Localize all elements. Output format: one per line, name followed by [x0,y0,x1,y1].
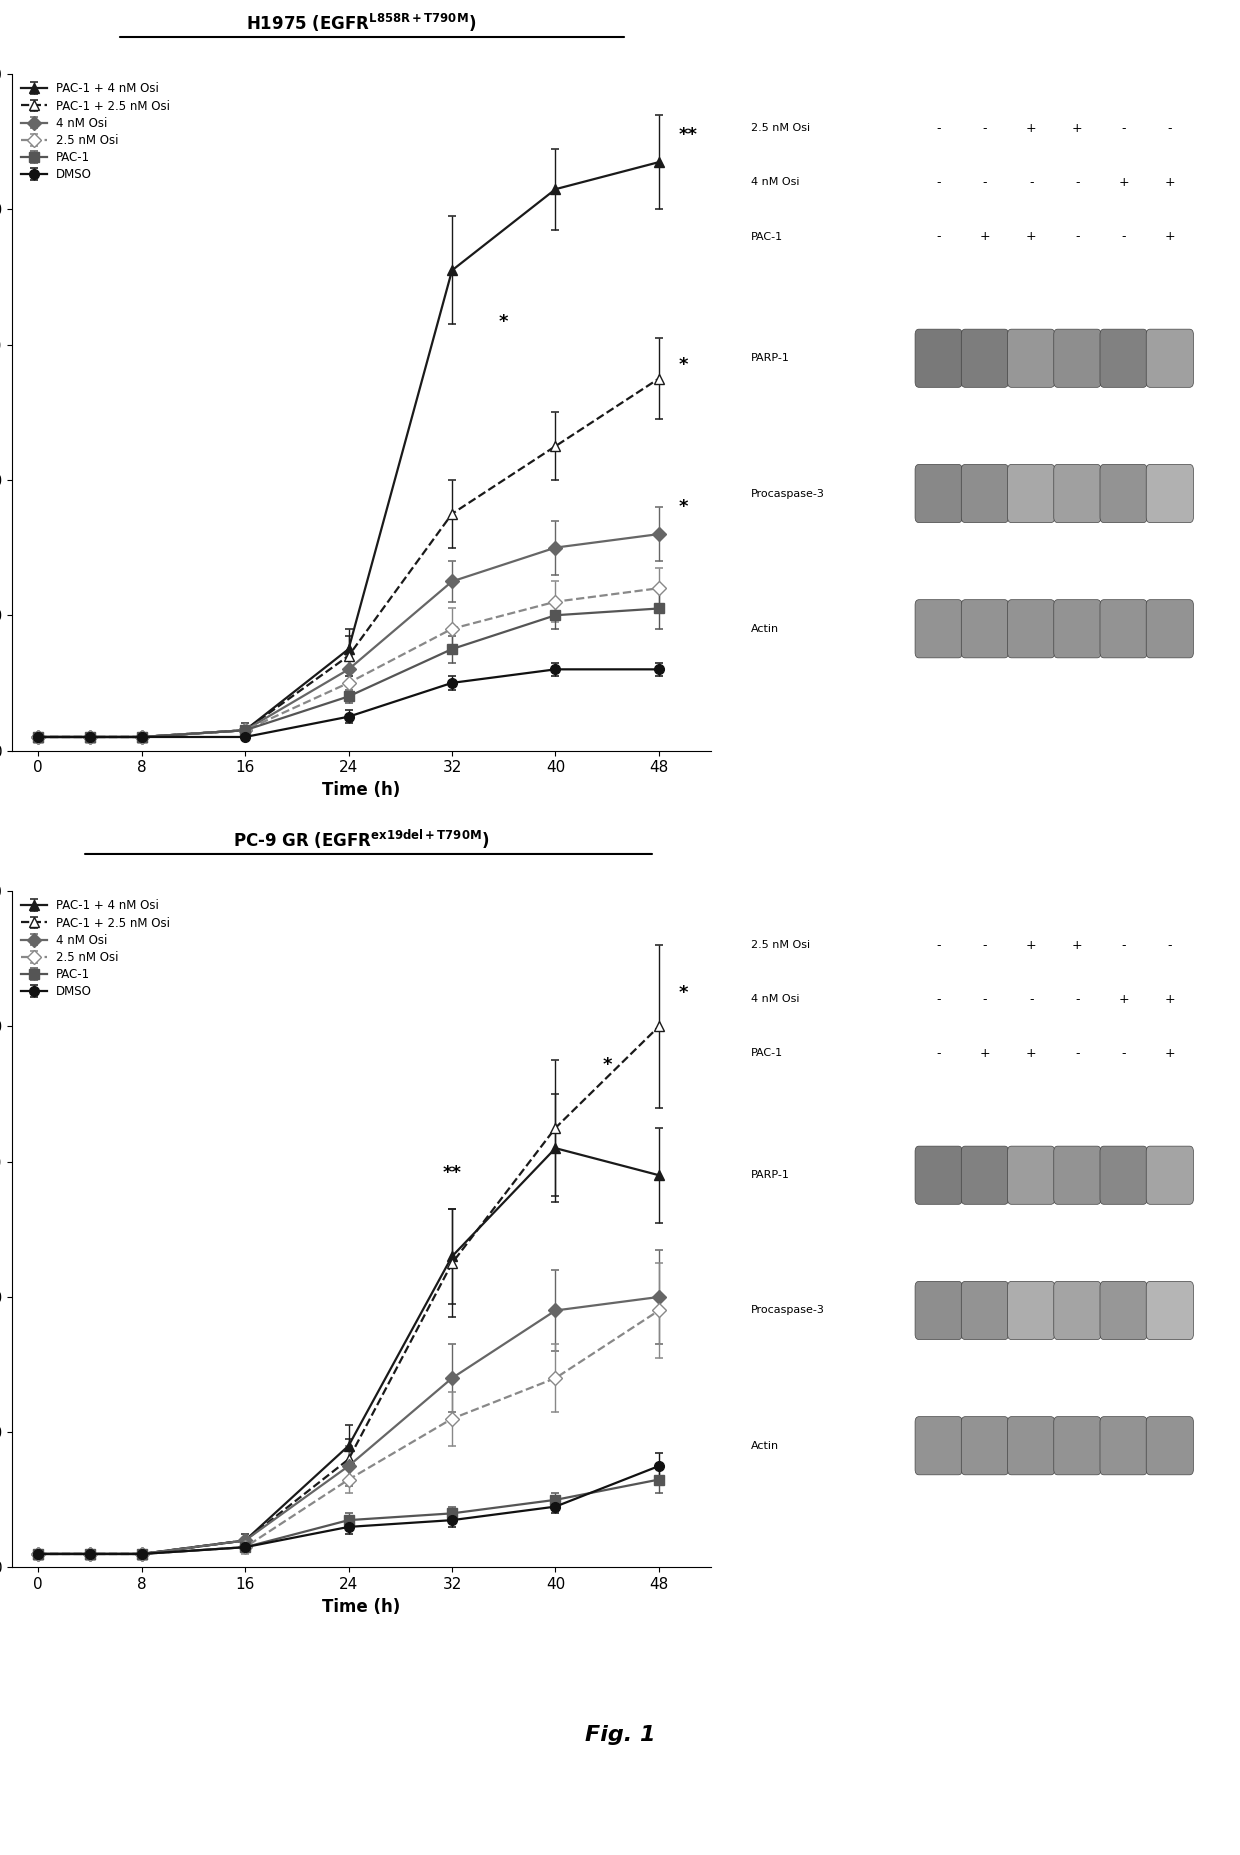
Text: Actin: Actin [751,623,779,634]
Text: *: * [678,497,688,516]
Text: -: - [1168,122,1172,135]
Text: +: + [1025,230,1037,243]
Text: -: - [1121,939,1126,952]
Text: -: - [936,122,941,135]
Text: +: + [1118,176,1128,189]
Text: +: + [1164,992,1176,1005]
FancyBboxPatch shape [961,464,1008,523]
Text: PAC-1: PAC-1 [751,1048,782,1059]
Text: -: - [982,122,987,135]
Text: +: + [1164,176,1176,189]
FancyBboxPatch shape [961,599,1008,659]
Text: -: - [982,992,987,1005]
Text: Procaspase-3: Procaspase-3 [751,488,825,499]
FancyBboxPatch shape [1100,328,1147,388]
Text: 4 nM Osi: 4 nM Osi [751,994,800,1004]
Text: 2.5 nM Osi: 2.5 nM Osi [751,940,810,950]
Text: -: - [936,230,941,243]
FancyBboxPatch shape [1100,1282,1147,1339]
X-axis label: Time (h): Time (h) [322,781,401,800]
Text: -: - [1121,122,1126,135]
Text: +: + [1025,122,1037,135]
FancyBboxPatch shape [1008,599,1055,659]
Text: -: - [1121,230,1126,243]
Text: +: + [980,1046,991,1059]
Text: **: ** [678,126,697,145]
X-axis label: Time (h): Time (h) [322,1597,401,1616]
Text: -: - [1075,176,1080,189]
Legend: PAC-1 + 4 nM Osi, PAC-1 + 2.5 nM Osi, 4 nM Osi, 2.5 nM Osi, PAC-1, DMSO: PAC-1 + 4 nM Osi, PAC-1 + 2.5 nM Osi, 4 … [19,80,172,184]
Text: -: - [936,1046,941,1059]
FancyBboxPatch shape [1008,1282,1055,1339]
Text: +: + [1164,1046,1176,1059]
FancyBboxPatch shape [1146,464,1193,523]
Text: PARP-1: PARP-1 [751,1171,790,1180]
FancyBboxPatch shape [961,1417,1008,1475]
Text: -: - [1075,230,1080,243]
FancyBboxPatch shape [961,328,1008,388]
Text: Procaspase-3: Procaspase-3 [751,1306,825,1315]
Text: +: + [1073,122,1083,135]
Text: PC-9 GR (EGFR$^{\mathbf{ex19del + T790M}}$): PC-9 GR (EGFR$^{\mathbf{ex19del + T790M}… [233,827,490,851]
Text: *: * [498,313,508,332]
FancyBboxPatch shape [1100,1146,1147,1204]
FancyBboxPatch shape [1100,464,1147,523]
Text: +: + [1073,939,1083,952]
Text: -: - [936,176,941,189]
Text: -: - [1075,1046,1080,1059]
Text: 2.5 nM Osi: 2.5 nM Osi [751,122,810,134]
Text: -: - [1075,992,1080,1005]
Text: -: - [1168,939,1172,952]
Text: -: - [1121,1046,1126,1059]
FancyBboxPatch shape [915,1146,962,1204]
Text: Actin: Actin [751,1441,779,1451]
Text: -: - [1029,992,1033,1005]
Text: -: - [1029,176,1033,189]
FancyBboxPatch shape [1008,1417,1055,1475]
FancyBboxPatch shape [1054,1282,1101,1339]
Text: *: * [678,356,688,375]
FancyBboxPatch shape [1146,328,1193,388]
FancyBboxPatch shape [915,1282,962,1339]
FancyBboxPatch shape [1008,328,1055,388]
Legend: PAC-1 + 4 nM Osi, PAC-1 + 2.5 nM Osi, 4 nM Osi, 2.5 nM Osi, PAC-1, DMSO: PAC-1 + 4 nM Osi, PAC-1 + 2.5 nM Osi, 4 … [19,898,172,1000]
FancyBboxPatch shape [915,464,962,523]
Text: PARP-1: PARP-1 [751,352,790,364]
FancyBboxPatch shape [1054,599,1101,659]
Text: +: + [1025,939,1037,952]
FancyBboxPatch shape [1100,1417,1147,1475]
Text: -: - [936,939,941,952]
FancyBboxPatch shape [961,1282,1008,1339]
FancyBboxPatch shape [1008,1146,1055,1204]
FancyBboxPatch shape [1146,1146,1193,1204]
FancyBboxPatch shape [1100,599,1147,659]
Text: *: * [678,983,688,1002]
FancyBboxPatch shape [1008,464,1055,523]
Text: Fig. 1: Fig. 1 [585,1725,655,1746]
FancyBboxPatch shape [1146,599,1193,659]
FancyBboxPatch shape [915,599,962,659]
FancyBboxPatch shape [1146,1282,1193,1339]
Text: -: - [936,992,941,1005]
FancyBboxPatch shape [915,1417,962,1475]
FancyBboxPatch shape [1146,1417,1193,1475]
Text: *: * [603,1055,613,1074]
FancyBboxPatch shape [915,328,962,388]
Text: +: + [1118,992,1128,1005]
Text: -: - [982,176,987,189]
FancyBboxPatch shape [1054,1146,1101,1204]
Text: -: - [982,939,987,952]
FancyBboxPatch shape [1054,1417,1101,1475]
FancyBboxPatch shape [1054,328,1101,388]
Text: PAC-1: PAC-1 [751,232,782,241]
Text: 4 nM Osi: 4 nM Osi [751,178,800,187]
Text: +: + [980,230,991,243]
FancyBboxPatch shape [1054,464,1101,523]
Text: H1975 (EGFR$^{\mathbf{L858R + T790M}}$): H1975 (EGFR$^{\mathbf{L858R + T790M}}$) [247,11,476,33]
Text: **: ** [443,1163,461,1182]
Text: +: + [1164,230,1176,243]
FancyBboxPatch shape [961,1146,1008,1204]
Text: +: + [1025,1046,1037,1059]
